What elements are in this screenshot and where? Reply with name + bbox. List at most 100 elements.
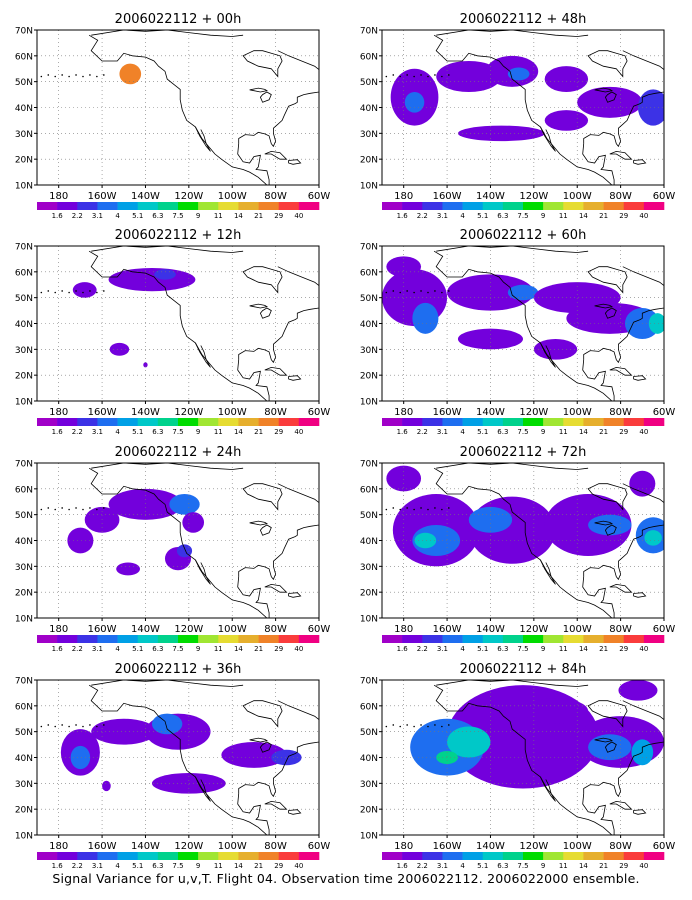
y-tick-label: 70N (15, 460, 33, 470)
x-tick-label: 140W (131, 624, 160, 635)
colorbar-label: 6.3 (152, 428, 163, 436)
coastline (277, 50, 319, 85)
colorbar-label: 14 (234, 428, 243, 436)
y-tick-label: 20N (15, 372, 33, 382)
colorbar-swatch (298, 418, 320, 426)
coastline (195, 342, 211, 368)
island-dot (96, 291, 98, 294)
colorbar-label: 29 (619, 428, 628, 436)
colorbar-swatch (523, 202, 544, 210)
island-dot (54, 75, 57, 78)
map-background (37, 246, 319, 401)
colorbar-swatch (218, 852, 239, 860)
island-dot (89, 507, 91, 509)
colorbar-label: 14 (234, 212, 243, 220)
colorbar-swatch (462, 635, 484, 643)
island-dot (47, 74, 50, 76)
colorbar-swatch (502, 852, 524, 860)
island-dot (68, 508, 70, 511)
island-dot (47, 507, 50, 509)
coastline (264, 800, 288, 810)
coastline (259, 91, 272, 103)
colorbar-swatch (117, 635, 139, 643)
island-dot (385, 508, 388, 511)
variance-shade (143, 362, 148, 368)
variance-shade (629, 470, 656, 497)
colorbar-label: 4 (460, 428, 465, 436)
colorbar-label: 29 (274, 428, 283, 436)
colorbar-swatch (218, 202, 239, 210)
colorbar-swatch (157, 852, 179, 860)
colorbar-label: 1.6 (52, 212, 64, 220)
island-dot (89, 724, 91, 726)
colorbar-swatch (258, 418, 280, 426)
map-panel: 2006022112 + 60h 10N 20N 30N 40N 50N 60N 70N 180… (360, 228, 676, 436)
coastline (259, 741, 272, 753)
colorbar-swatch (198, 635, 219, 643)
colorbar-label: 2.2 (417, 212, 428, 220)
colorbar-label: 29 (619, 645, 628, 653)
colorbar-swatch (117, 852, 139, 860)
coastline (433, 34, 613, 185)
coastline (249, 87, 268, 93)
y-tick-label: 20N (360, 589, 378, 599)
coastline (88, 34, 268, 185)
variance-shade (119, 63, 142, 85)
colorbar-swatch (77, 852, 98, 860)
island-dot (385, 291, 388, 294)
coastline (540, 342, 556, 368)
x-tick-label: 180 (394, 191, 413, 202)
variance-shade (457, 125, 545, 142)
colorbar-label: 7.5 (517, 428, 528, 436)
colorbar-label: 7.5 (517, 645, 528, 653)
island-dot (413, 725, 415, 728)
colorbar-swatch (402, 202, 423, 210)
island-dot (75, 507, 77, 509)
map-panel: 2006022112 + 48h 10N 20N 30N 40N 50N 60N 70N 180… (360, 12, 676, 220)
variance-shade (544, 66, 589, 93)
colorbar-swatch (298, 202, 320, 210)
coastline (587, 483, 628, 511)
map-area (382, 680, 664, 835)
island-dot (385, 725, 388, 728)
colorbar-label: 29 (619, 862, 628, 870)
colorbar-label: 6.3 (152, 862, 163, 870)
colorbar-swatch (382, 635, 403, 643)
colorbar-label: 14 (579, 645, 588, 653)
island-dot (61, 290, 63, 292)
coastline (583, 307, 664, 364)
colorbar-swatch (523, 635, 544, 643)
y-tick-label: 10N (360, 182, 378, 192)
colorbar-label: 3.1 (437, 428, 448, 436)
colorbar-swatch (238, 418, 259, 426)
y-tick-label: 50N (360, 728, 378, 738)
coastline (582, 576, 615, 618)
coastline (587, 50, 628, 78)
map-area (37, 463, 319, 618)
colorbar-label: 11 (559, 645, 568, 653)
x-tick-label: 100W (563, 624, 592, 635)
colorbar-swatch (178, 635, 199, 643)
colorbar-label: 40 (639, 428, 648, 436)
colorbar-label: 9 (196, 428, 200, 436)
coastline (604, 91, 617, 103)
colorbar-label: 4 (115, 862, 120, 870)
variance-shade (72, 282, 97, 298)
colorbar-swatch (523, 418, 544, 426)
variance-shade (507, 284, 539, 301)
y-tick-label: 50N (15, 728, 33, 738)
colorbar-label: 21 (254, 645, 263, 653)
x-tick-label: 80W (264, 841, 287, 852)
x-tick-label: 100W (218, 407, 247, 418)
colorbar-swatch (218, 635, 239, 643)
coastline (609, 150, 633, 160)
island-dot (427, 508, 429, 511)
colorbar-label: 9 (541, 212, 545, 220)
y-tick-label: 50N (15, 78, 33, 88)
colorbar-swatch (623, 418, 645, 426)
colorbar-swatch (623, 852, 645, 860)
colorbar-swatch (37, 418, 58, 426)
y-tick-label: 10N (15, 398, 33, 408)
coastline (604, 307, 617, 319)
colorbar-label: 4 (115, 645, 120, 653)
